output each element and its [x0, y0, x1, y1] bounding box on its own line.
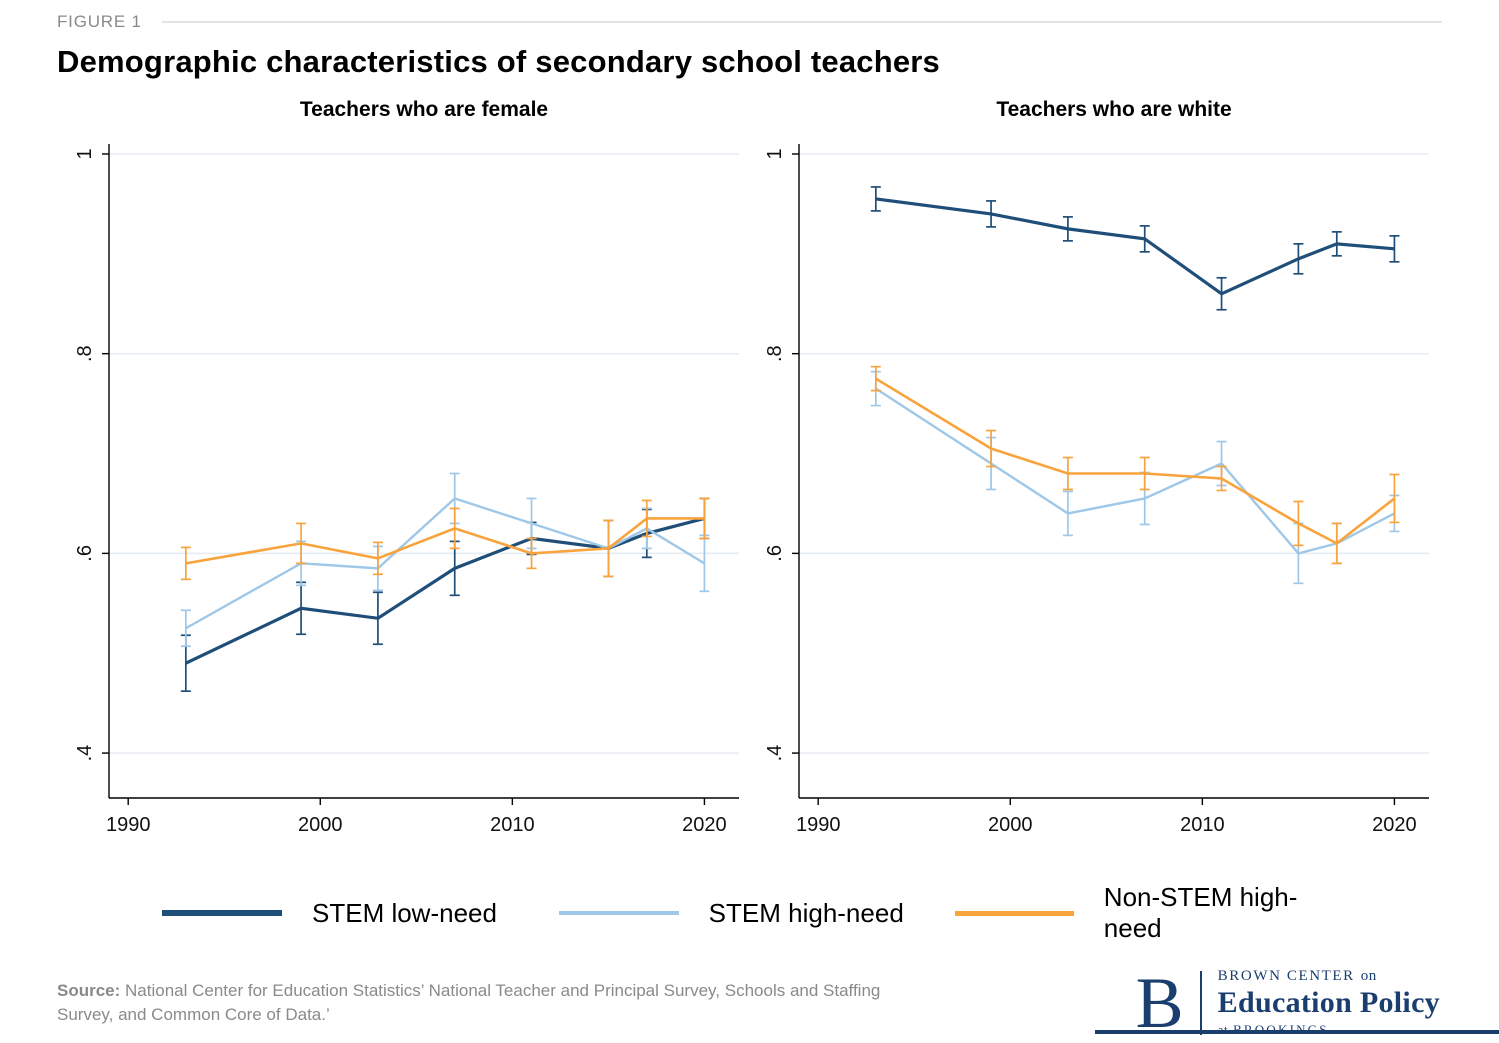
- y-tick-label: .8: [764, 345, 786, 362]
- x-tick-label: 2020: [1372, 814, 1417, 836]
- figure-header: FIGURE 1: [57, 12, 1442, 32]
- source-text: National Center for Education Statistics…: [57, 981, 881, 1024]
- chart-legend: STEM low-need STEM high-need Non-STEM high…: [162, 882, 1352, 944]
- series-line: [875, 197, 1395, 296]
- series-line: [185, 497, 706, 630]
- legend-label: STEM high-need: [708, 897, 904, 928]
- x-tick-label: 2020: [682, 814, 727, 836]
- source-note: Source: National Center for Education St…: [57, 979, 917, 1027]
- page-title: Demographic characteristics of secondary…: [57, 44, 940, 79]
- panel-title: Teachers who are white: [996, 98, 1231, 121]
- panel-title: Teachers who are female: [300, 98, 548, 121]
- series-line: [185, 517, 705, 565]
- logo-brown-center-text: BROWN CENTER: [1217, 968, 1355, 984]
- y-tick-label: .6: [74, 545, 96, 562]
- bottom-accent-bar: [1095, 1030, 1499, 1034]
- legend-line-swatch: [558, 911, 679, 915]
- figure-label: FIGURE 1: [57, 12, 142, 31]
- source-label: Source:: [57, 981, 121, 1001]
- y-tick-label: .6: [764, 545, 786, 562]
- logo-line-education-policy: Education Policy: [1217, 986, 1440, 1019]
- legend-item: Non-STEM high-need: [955, 882, 1352, 944]
- brookings-b-mark: B: [1135, 962, 1184, 1043]
- legend-label: STEM low-need: [312, 897, 497, 928]
- logo-line-brown-center: BROWN CENTER on: [1218, 968, 1440, 985]
- series-line: [185, 516, 705, 665]
- legend-label: Non-STEM high-need: [1103, 882, 1298, 943]
- x-tick-label: 2000: [298, 814, 343, 836]
- chart-teachers-female: Teachers who are female 1 .8 .6 .4 1990 2000 20…: [74, 98, 739, 836]
- legend-line-swatch: [955, 910, 1074, 916]
- x-tick-label: 2010: [1180, 814, 1225, 836]
- x-tick-label: 2000: [988, 814, 1033, 836]
- chart-teachers-white: Teachers who are white 1 .8 .6 .4 1990 2000 201…: [764, 98, 1429, 836]
- logo-on-text: on: [1360, 968, 1377, 984]
- legend-line-swatch: [162, 910, 282, 916]
- footer: Source: National Center for Education St…: [57, 962, 1442, 1043]
- legend-item: STEM low-need: [162, 882, 559, 944]
- x-tick-label: 2010: [490, 814, 534, 836]
- y-tick-label: .4: [74, 745, 96, 762]
- logo-at-text: at: [1218, 1022, 1228, 1037]
- x-tick-label: 1990: [796, 814, 841, 836]
- y-tick-label: .4: [764, 745, 786, 762]
- series-line: [875, 377, 1396, 545]
- logo-divider: [1199, 971, 1202, 1035]
- header-rule: [161, 21, 1442, 23]
- y-tick-label: 1: [764, 148, 786, 159]
- series-line: [875, 387, 1395, 555]
- charts-row: Teachers who are female 1 .8 .6 .4 1990 2000 20…: [57, 92, 1442, 860]
- y-tick-label: 1: [74, 148, 96, 159]
- legend-item: STEM high-need: [558, 882, 956, 944]
- y-tick-label: .8: [74, 345, 96, 362]
- x-tick-label: 1990: [106, 814, 150, 836]
